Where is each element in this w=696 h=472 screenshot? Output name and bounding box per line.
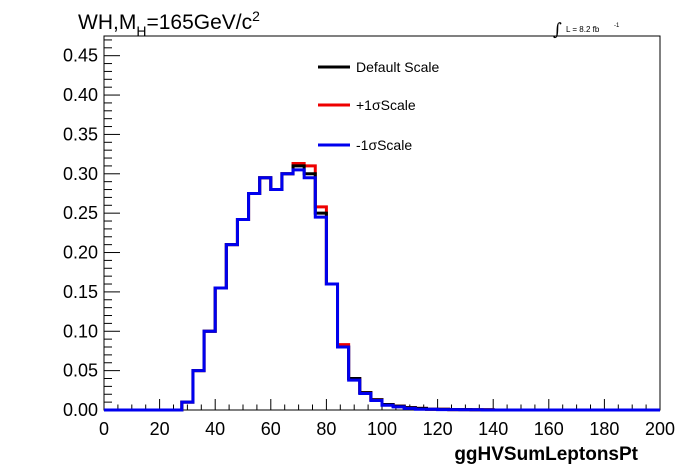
plot-frame bbox=[103, 35, 661, 411]
integral-symbol: ∫ bbox=[553, 20, 562, 40]
y-tick-label: 0.25 bbox=[63, 203, 98, 223]
chart-title: WH,MH=165GeV/c2 bbox=[78, 8, 260, 39]
x-tick-label: 60 bbox=[261, 419, 281, 439]
y-tick-label: 0.05 bbox=[63, 361, 98, 381]
series-line-2 bbox=[104, 168, 660, 412]
x-tick-label: 40 bbox=[205, 419, 225, 439]
x-tick-label: 0 bbox=[99, 419, 109, 439]
x-tick-label: 180 bbox=[589, 419, 619, 439]
y-axis: 0.00 0.05 0.10 0.15 0.20 0.25 0.30 0.35 0.40 0.45 bbox=[63, 39, 120, 420]
y-tick-label: 0.00 bbox=[63, 400, 98, 420]
x-tick-label: 140 bbox=[478, 419, 508, 439]
x-tick-label: 80 bbox=[316, 419, 336, 439]
y-tick-label: 0.35 bbox=[63, 124, 98, 144]
legend-label-0: Default Scale bbox=[356, 59, 439, 75]
y-tick-label: 0.15 bbox=[63, 282, 98, 302]
luminosity-text: L = 8.2 fb bbox=[566, 25, 600, 34]
x-axis-label: ggHVSumLeptonsPt bbox=[454, 444, 638, 465]
y-tick-label: 0.20 bbox=[63, 243, 98, 263]
x-tick-label: 160 bbox=[534, 419, 564, 439]
title-prefix: WH,M bbox=[78, 11, 136, 34]
luminosity-label: ∫ L = 8.2 fb -1 bbox=[553, 20, 620, 40]
y-tick-label: 0.10 bbox=[63, 321, 98, 341]
legend: Default Scale +1σScale -1σScale bbox=[318, 59, 439, 153]
title-subscript: H bbox=[136, 23, 146, 39]
y-tick-label: 0.45 bbox=[63, 46, 98, 66]
luminosity-superscript: -1 bbox=[614, 23, 620, 29]
y-tick-label: 0.30 bbox=[63, 164, 98, 184]
legend-label-2: -1σScale bbox=[356, 137, 412, 153]
x-tick-label: 200 bbox=[645, 419, 675, 439]
y-tick-label: 0.40 bbox=[63, 85, 98, 105]
x-tick-label: 20 bbox=[150, 419, 170, 439]
x-tick-label: 120 bbox=[423, 419, 453, 439]
title-superscript: 2 bbox=[252, 8, 260, 24]
legend-label-1: +1σScale bbox=[356, 97, 416, 113]
title-main-part: =165GeV/c bbox=[146, 11, 252, 34]
series-layer bbox=[104, 162, 660, 412]
series-line-0 bbox=[104, 164, 660, 412]
series-line-1 bbox=[104, 162, 660, 412]
x-tick-label: 100 bbox=[367, 419, 397, 439]
